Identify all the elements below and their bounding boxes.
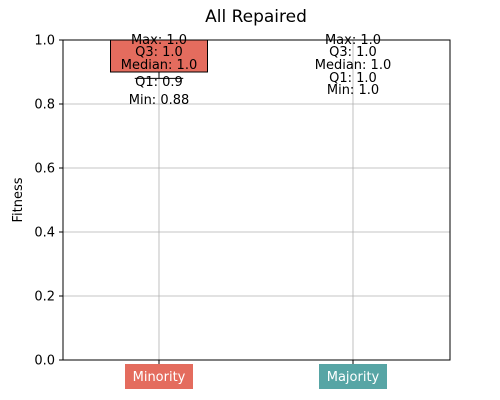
plot-frame xyxy=(62,39,451,361)
y-tick-label: 1.0 xyxy=(34,34,55,49)
y-tick-label: 0.4 xyxy=(34,226,55,241)
category-label-bg xyxy=(319,364,387,389)
annotation-minority: Min: 0.88 xyxy=(129,93,190,108)
y-tick-label: 0.8 xyxy=(34,98,55,113)
annotation-minority: Median: 1.0 xyxy=(121,58,197,73)
box-minority xyxy=(110,39,208,73)
annotation-minority: Q3: 1.0 xyxy=(135,45,183,60)
y-tick-label: 0.2 xyxy=(34,290,55,305)
category-label-majority: Majority xyxy=(327,370,380,385)
category-label-minority: Minority xyxy=(133,370,186,385)
chart-title: All Repaired xyxy=(205,7,307,27)
annotation-majority: Q3: 1.0 xyxy=(329,45,377,60)
category-label-bg xyxy=(125,364,193,389)
y-tick-label: 0.0 xyxy=(34,354,55,369)
y-tick-label: 0.6 xyxy=(34,162,55,177)
annotation-minority: Q1: 0.9 xyxy=(135,75,183,90)
annotation-majority: Min: 1.0 xyxy=(327,83,379,98)
annotation-majority: Q1: 1.0 xyxy=(329,71,377,86)
annotation-majority: Median: 1.0 xyxy=(315,58,391,73)
y-axis-label: Fitness xyxy=(11,177,26,222)
